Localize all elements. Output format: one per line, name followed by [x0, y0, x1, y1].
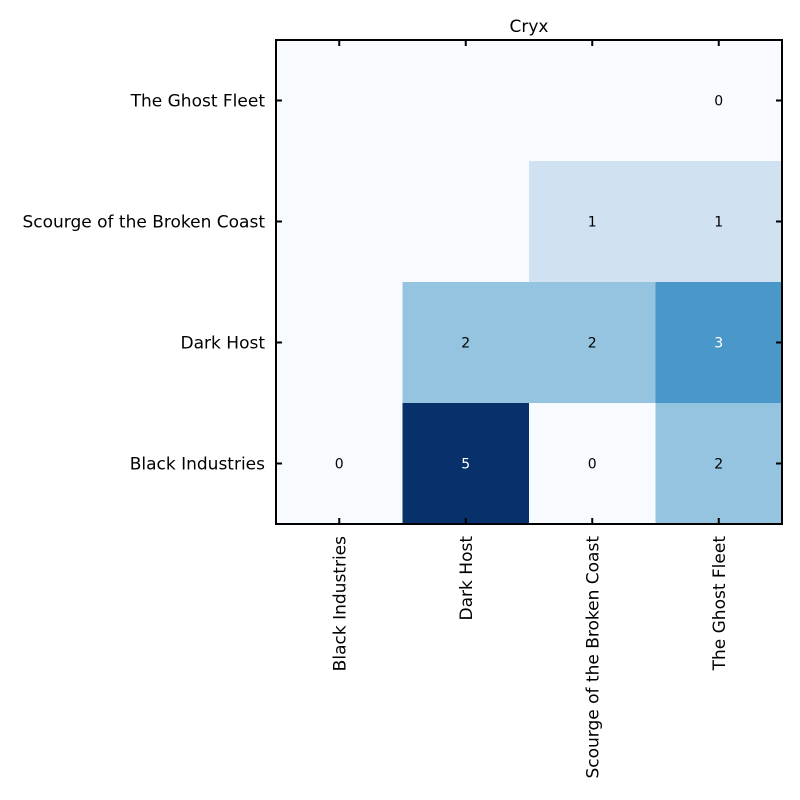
heatmap-cell-dark-host--scourge-of-the-broken-coast — [529, 282, 656, 403]
y-axis-tick-labels: The Ghost Fleet Scourge of the Broken Coa… — [22, 92, 265, 475]
heatmap-cell-black-industries--dark-host — [402, 403, 529, 524]
cell-label-black-industries--black-industries: 0 — [335, 457, 344, 473]
heatmap-cell-the-ghost-fleet--the-ghost-fleet — [655, 40, 782, 161]
cell-label-black-industries--scourge-of-the-broken-coast: 0 — [588, 457, 597, 473]
heatmap-cell-dark-host--the-ghost-fleet — [655, 282, 782, 403]
cell-label-the-ghost-fleet--the-ghost-fleet: 0 — [714, 94, 723, 110]
cell-label-black-industries--dark-host: 5 — [461, 457, 470, 473]
x-tick-label-scourge-of-the-broken-coast: Scourge of the Broken Coast — [583, 536, 603, 779]
y-tick-label-scourge-of-the-broken-coast: Scourge of the Broken Coast — [22, 213, 265, 233]
cell-label-dark-host--dark-host: 2 — [461, 336, 470, 352]
heatmap-cell-black-industries--scourge-of-the-broken-coast — [529, 403, 656, 524]
heatmap-cell-scourge-of-the-broken-coast--the-ghost-fleet — [655, 161, 782, 282]
cell-label-black-industries--the-ghost-fleet: 2 — [714, 457, 723, 473]
cell-label-dark-host--scourge-of-the-broken-coast: 2 — [588, 336, 597, 352]
cell-value-labels: 0 1 1 2 2 3 0 5 0 2 — [335, 94, 723, 473]
cell-label-dark-host--the-ghost-fleet: 3 — [714, 336, 723, 352]
y-tick-label-the-ghost-fleet: The Ghost Fleet — [130, 92, 266, 112]
heatmap-cell-scourge-of-the-broken-coast--scourge-of-the-broken-coast — [529, 161, 656, 282]
y-tick-label-black-industries: Black Industries — [130, 455, 265, 475]
plot-frame — [275, 39, 783, 525]
chart-title: Cryx — [510, 17, 549, 37]
heatmap-cells — [276, 40, 782, 524]
x-tick-label-dark-host: Dark Host — [457, 536, 477, 621]
x-tick-label-black-industries: Black Industries — [330, 536, 350, 671]
cell-label-scourge-of-the-broken-coast--the-ghost-fleet: 1 — [714, 215, 723, 231]
heatmap-cell-black-industries--black-industries — [276, 403, 403, 524]
heatmap-cell-black-industries--the-ghost-fleet — [655, 403, 782, 524]
x-tick-label-the-ghost-fleet: The Ghost Fleet — [710, 536, 730, 672]
x-axis-tick-labels: Black Industries Dark Host Scourge of the … — [330, 536, 730, 779]
heatmap-cell-dark-host--dark-host — [402, 282, 529, 403]
y-tick-label-dark-host: Dark Host — [181, 334, 266, 354]
cell-label-scourge-of-the-broken-coast--scourge-of-the-broken-coast: 1 — [588, 215, 597, 231]
